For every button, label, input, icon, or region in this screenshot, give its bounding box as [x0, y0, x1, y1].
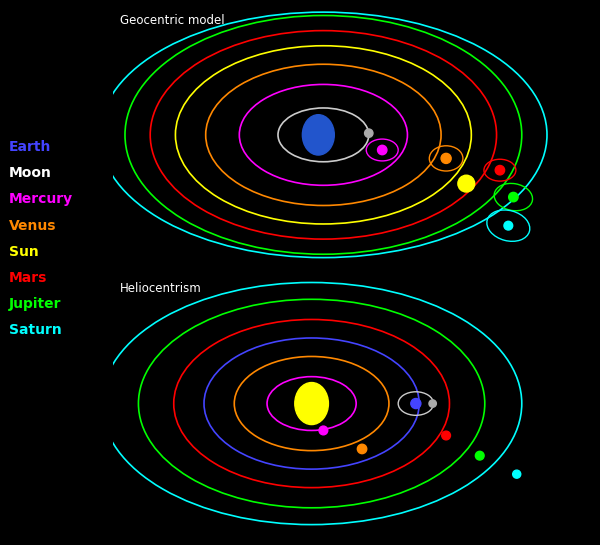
Circle shape [377, 146, 387, 155]
Circle shape [365, 129, 373, 137]
Text: Moon: Moon [9, 166, 52, 180]
Circle shape [442, 431, 451, 440]
Circle shape [319, 426, 328, 435]
Circle shape [475, 451, 484, 460]
Circle shape [512, 470, 521, 478]
Ellipse shape [295, 383, 328, 425]
Text: Mars: Mars [9, 271, 47, 285]
Circle shape [495, 166, 505, 175]
Text: Sun: Sun [9, 245, 38, 259]
Circle shape [509, 192, 518, 202]
Circle shape [504, 221, 512, 230]
Text: Jupiter: Jupiter [9, 297, 61, 311]
Text: Saturn: Saturn [9, 323, 62, 337]
Circle shape [458, 175, 475, 192]
Circle shape [411, 398, 421, 409]
Circle shape [441, 153, 451, 164]
Text: Venus: Venus [9, 219, 56, 233]
Circle shape [358, 444, 367, 453]
Text: Mercury: Mercury [9, 192, 73, 207]
Ellipse shape [302, 114, 334, 155]
Text: Geocentric model: Geocentric model [120, 14, 224, 27]
Text: Heliocentrism: Heliocentrism [120, 282, 202, 295]
Text: Earth: Earth [9, 140, 51, 154]
Circle shape [429, 400, 436, 407]
